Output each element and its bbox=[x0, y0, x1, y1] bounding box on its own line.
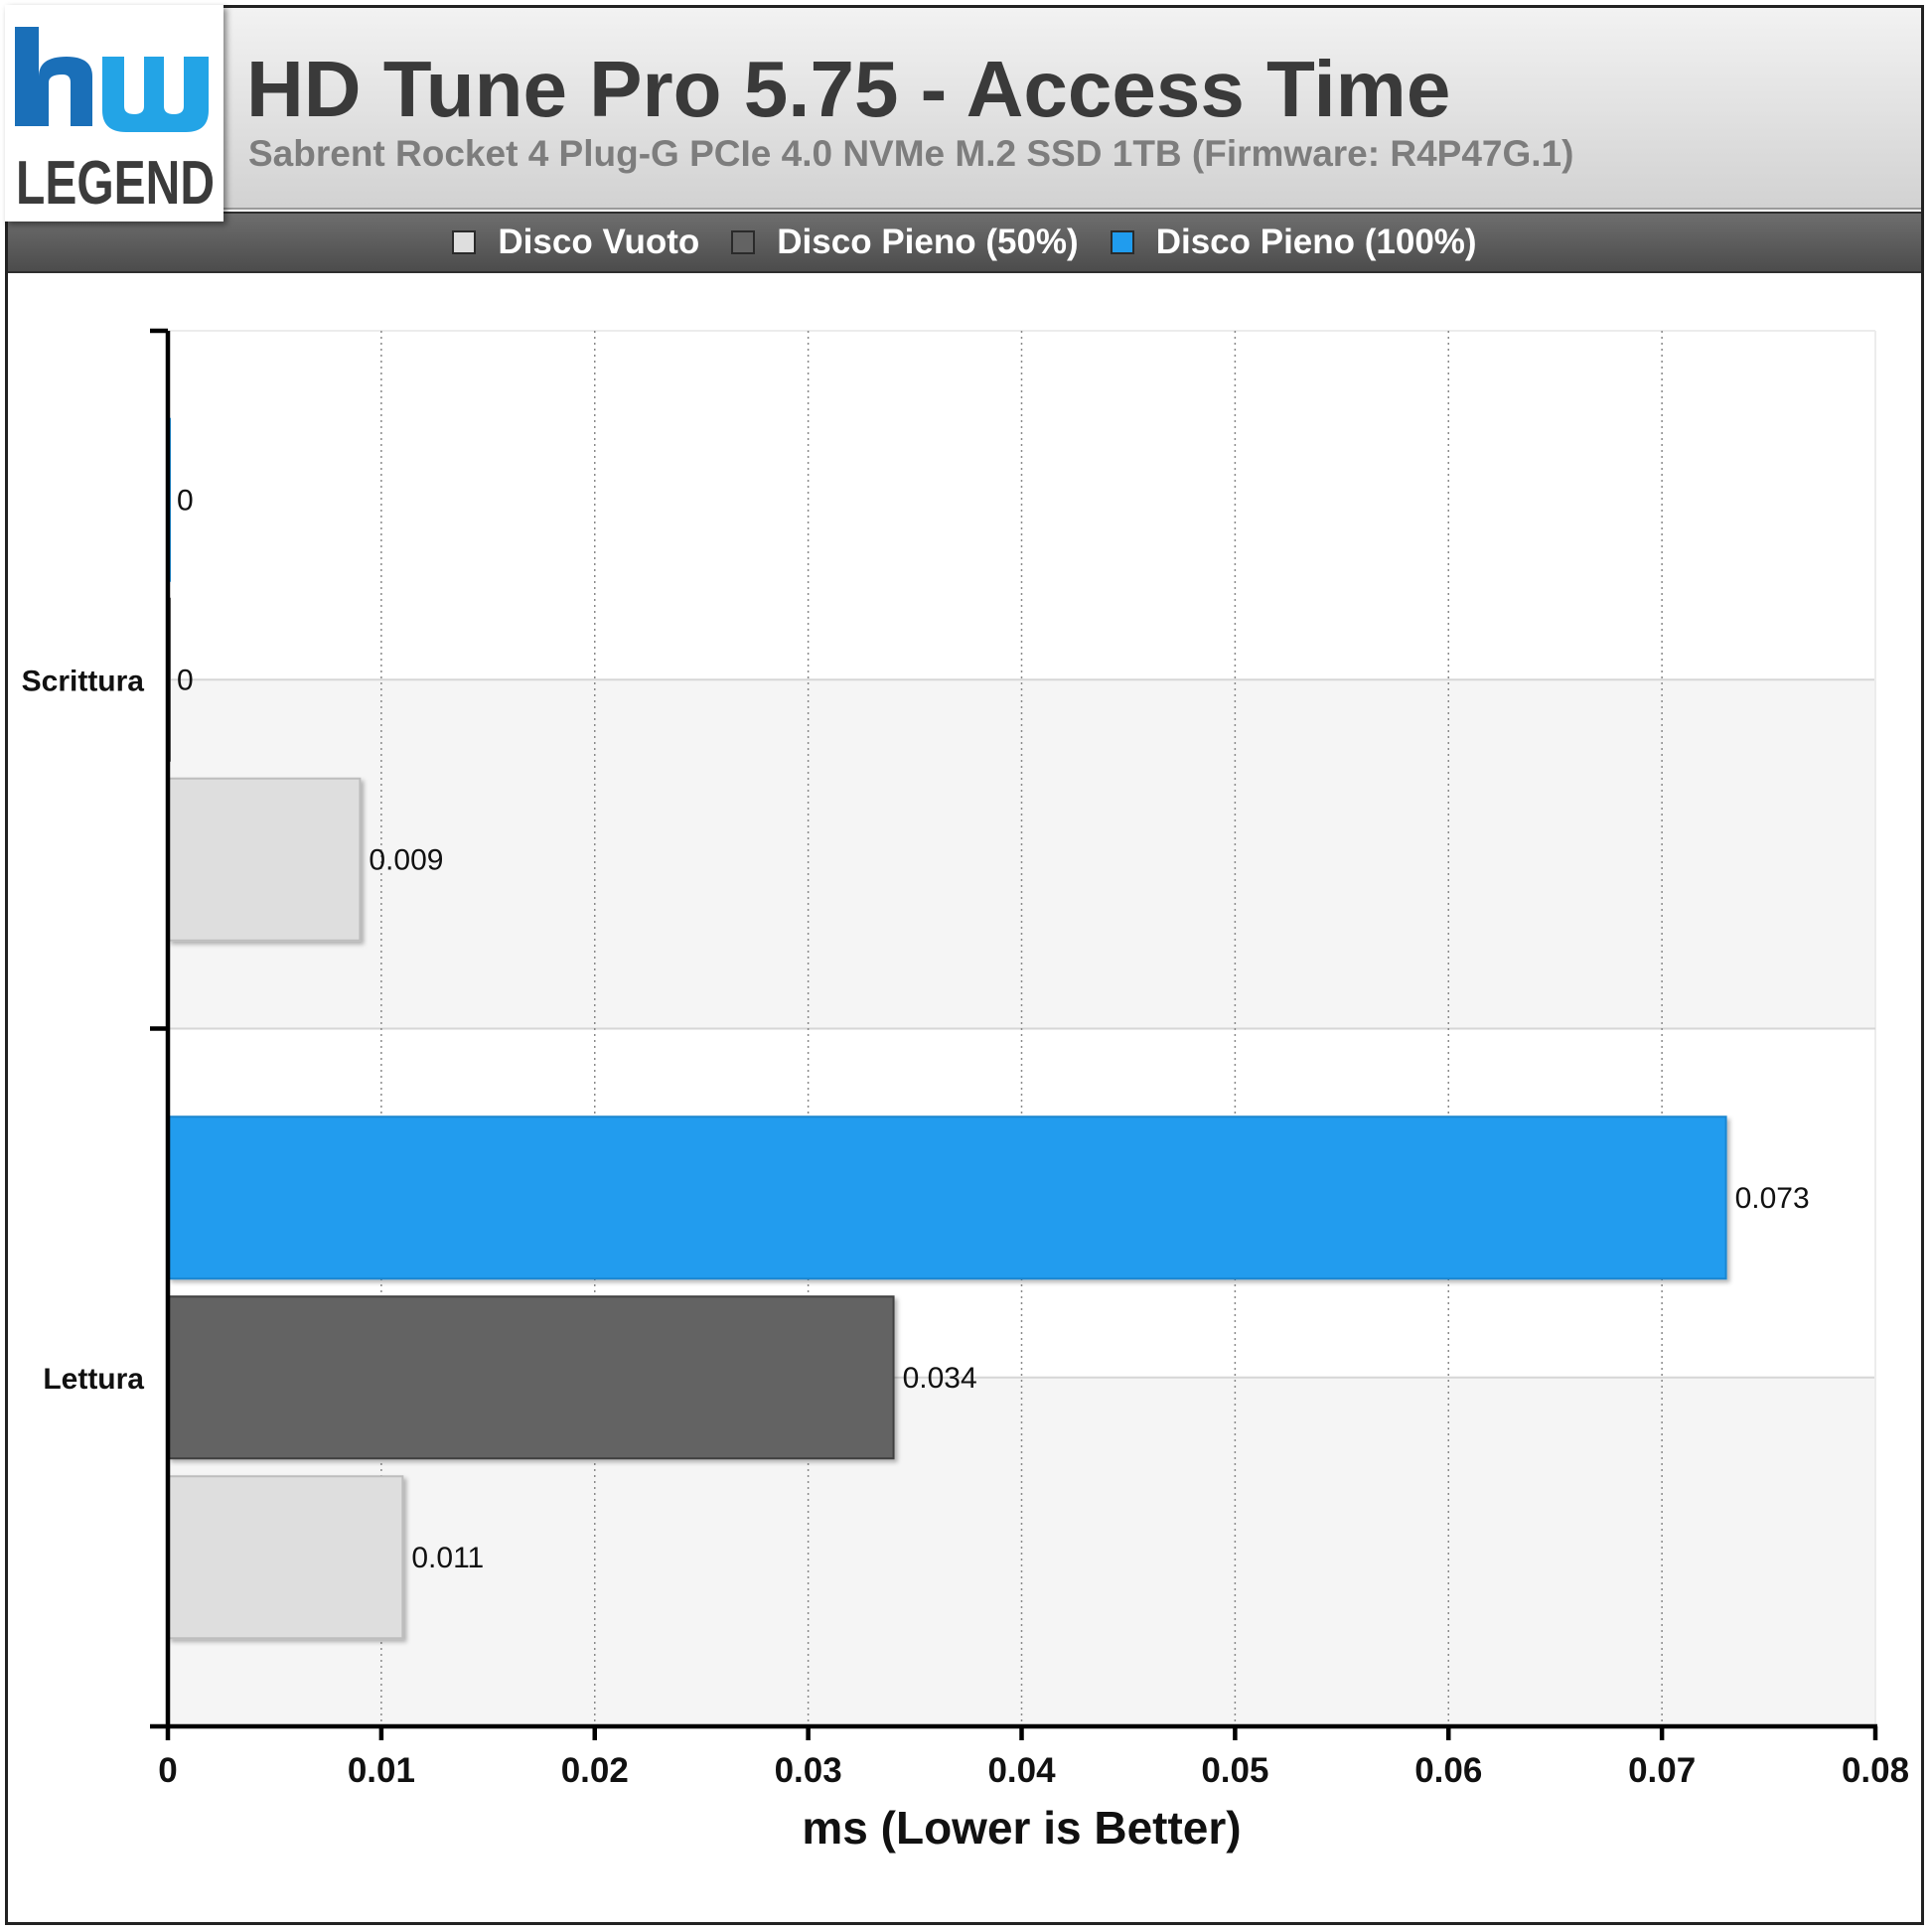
x-tick-label: 0 bbox=[158, 1751, 177, 1790]
data-label: 0.009 bbox=[369, 843, 443, 876]
chart-subtitle: Sabrent Rocket 4 Plug-G PCIe 4.0 NVMe M.… bbox=[248, 133, 1574, 174]
y-category-label: Scrittura bbox=[22, 665, 145, 697]
legend-swatch-disco-pieno-100 bbox=[1110, 230, 1134, 254]
chart-header: HD Tune Pro 5.75 - Access Time Sabrent R… bbox=[8, 8, 1921, 210]
legend-item-disco-vuoto: Disco Vuoto bbox=[452, 223, 699, 262]
x-tick-label: 0.02 bbox=[561, 1751, 629, 1790]
x-tick-label: 0.08 bbox=[1842, 1751, 1909, 1790]
data-label: 0.073 bbox=[1735, 1182, 1810, 1215]
bar-scrittura-0 bbox=[168, 777, 362, 942]
bar-lettura-0 bbox=[168, 1475, 404, 1640]
hwlegend-logo: LEGEND bbox=[5, 5, 223, 222]
x-axis-title: ms (Lower is Better) bbox=[802, 1802, 1241, 1854]
legend-label-disco-pieno-50: Disco Pieno (50%) bbox=[777, 223, 1079, 261]
data-label: 0.034 bbox=[903, 1362, 977, 1395]
legend-label-disco-vuoto: Disco Vuoto bbox=[498, 223, 700, 261]
legend-item-disco-pieno-50: Disco Pieno (50%) bbox=[731, 223, 1079, 262]
bar-lettura-2 bbox=[168, 1115, 1727, 1280]
legend-swatch-disco-vuoto bbox=[452, 230, 477, 254]
legend-label-disco-pieno-100: Disco Pieno (100%) bbox=[1155, 223, 1477, 261]
x-tick-label: 0.01 bbox=[348, 1751, 415, 1790]
chart-legend: Disco Vuoto Disco Pieno (50%) Disco Pien… bbox=[8, 212, 1921, 273]
x-tick-label: 0.06 bbox=[1414, 1751, 1482, 1790]
legend-item-disco-pieno-100: Disco Pieno (100%) bbox=[1110, 223, 1477, 262]
x-tick-label: 0.05 bbox=[1201, 1751, 1268, 1790]
y-category-label: Lettura bbox=[43, 1363, 144, 1396]
x-tick-label: 0.04 bbox=[987, 1751, 1056, 1790]
chart-title: HD Tune Pro 5.75 - Access Time bbox=[246, 45, 1451, 133]
data-label: 0.011 bbox=[411, 1542, 484, 1574]
x-tick-label: 0.07 bbox=[1628, 1751, 1696, 1790]
legend-swatch-disco-pieno-50 bbox=[731, 230, 756, 254]
data-label: 0 bbox=[177, 664, 194, 696]
hwlegend-logo-mark: LEGEND bbox=[15, 27, 215, 218]
x-tick-label: 0.03 bbox=[775, 1751, 842, 1790]
data-label: 0 bbox=[177, 484, 194, 517]
bar-lettura-1 bbox=[168, 1295, 895, 1460]
logo-text: LEGEND bbox=[16, 149, 215, 218]
